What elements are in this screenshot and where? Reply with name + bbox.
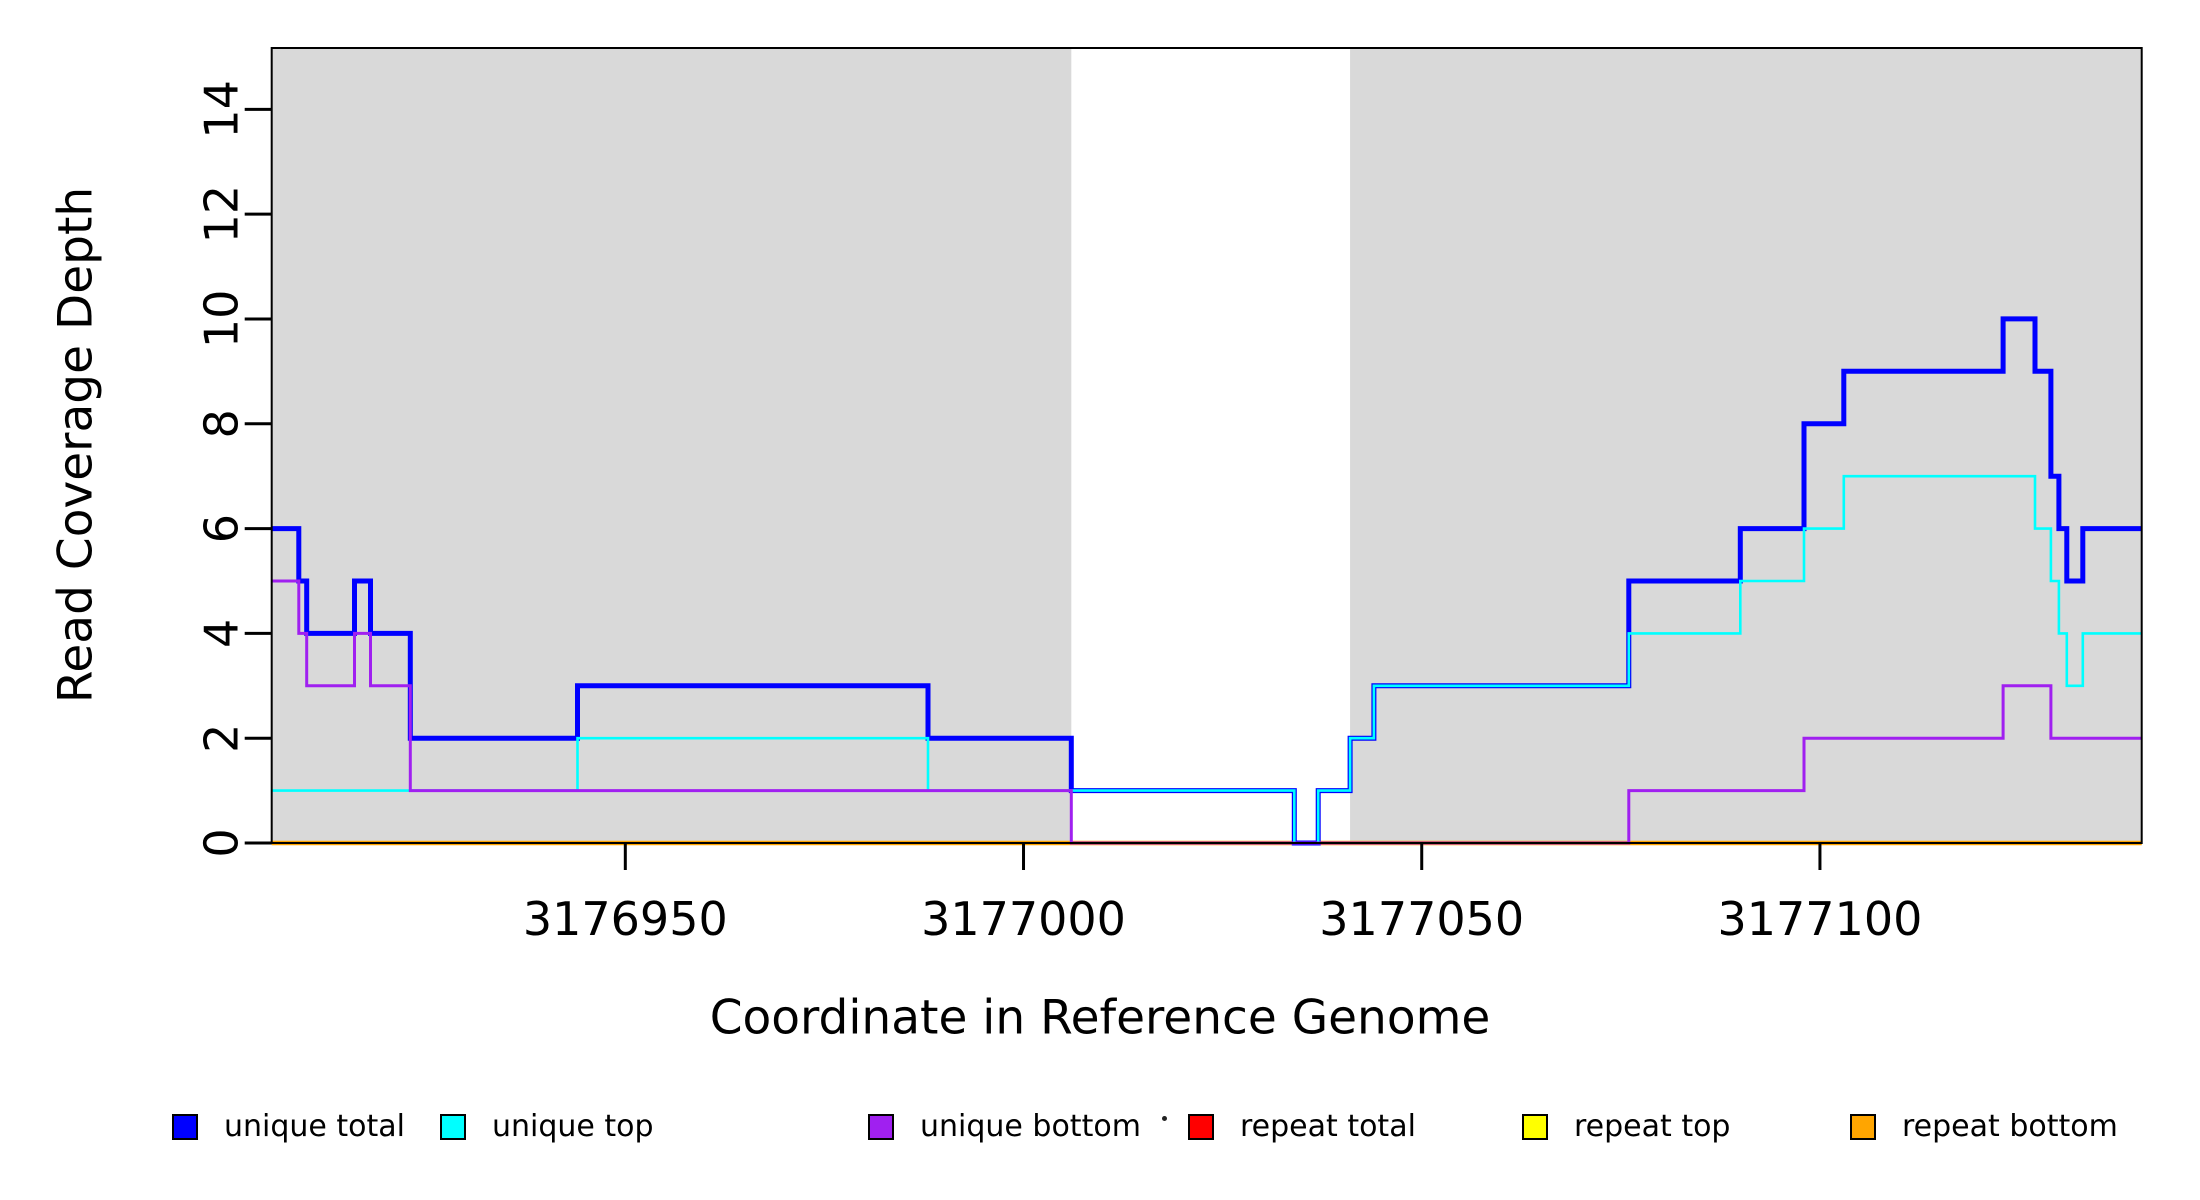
x-axis-tick-label: 3177050 [1319, 892, 1524, 946]
legend-item-label: unique bottom [920, 1109, 1141, 1144]
legend-swatch [868, 1114, 894, 1140]
x-axis-tick-label: 3176950 [523, 892, 728, 946]
series-line-unique-bottom [271, 579, 2142, 845]
y-axis-tick-label: 12 [195, 185, 249, 244]
shaded-region-0 [271, 48, 1072, 843]
y-axis-tick-label: 2 [195, 724, 249, 753]
y-axis-tick-label: 0 [195, 828, 249, 857]
x-axis-tick-label: 3177100 [1718, 892, 1923, 946]
x-axis-title: Coordinate in Reference Genome [709, 990, 1491, 1046]
legend-item-label: unique top [492, 1109, 654, 1144]
y-axis-tick-label: 4 [195, 619, 249, 648]
legend-item-label: repeat top [1574, 1109, 1731, 1144]
legend-swatch [1850, 1114, 1876, 1140]
plot-border [270, 47, 2143, 844]
legend-swatch [172, 1114, 198, 1140]
legend-item-label: repeat total [1240, 1109, 1416, 1144]
legend-item-label: repeat bottom [1902, 1109, 2118, 1144]
y-axis-tick-label: 10 [195, 290, 249, 349]
legend-swatch [1522, 1114, 1548, 1140]
legend-item-unique-total: unique total [172, 1112, 405, 1142]
legend-item-repeat-top: repeat top [1522, 1112, 1730, 1142]
x-axis-tick-label: 3177000 [921, 892, 1126, 946]
series-line-unique-top [271, 474, 2142, 845]
stray-dot [1162, 1116, 1167, 1121]
legend-item-unique-bottom: unique bottom [868, 1112, 1141, 1142]
legend-swatch [440, 1114, 466, 1140]
y-axis-title: Read Coverage Depth [48, 186, 104, 704]
shaded-region-1 [1350, 48, 2142, 843]
legend-item-label: unique total [224, 1109, 406, 1144]
y-axis-tick-label: 14 [195, 80, 249, 139]
legend-swatch [1188, 1114, 1214, 1140]
legend-item-repeat-total: repeat total [1188, 1112, 1416, 1142]
y-axis-tick-label: 8 [195, 409, 249, 438]
legend-item-unique-top: unique top [440, 1112, 654, 1142]
y-axis-tick-label: 6 [195, 514, 249, 543]
legend-item-repeat-bottom: repeat bottom [1850, 1112, 2118, 1142]
